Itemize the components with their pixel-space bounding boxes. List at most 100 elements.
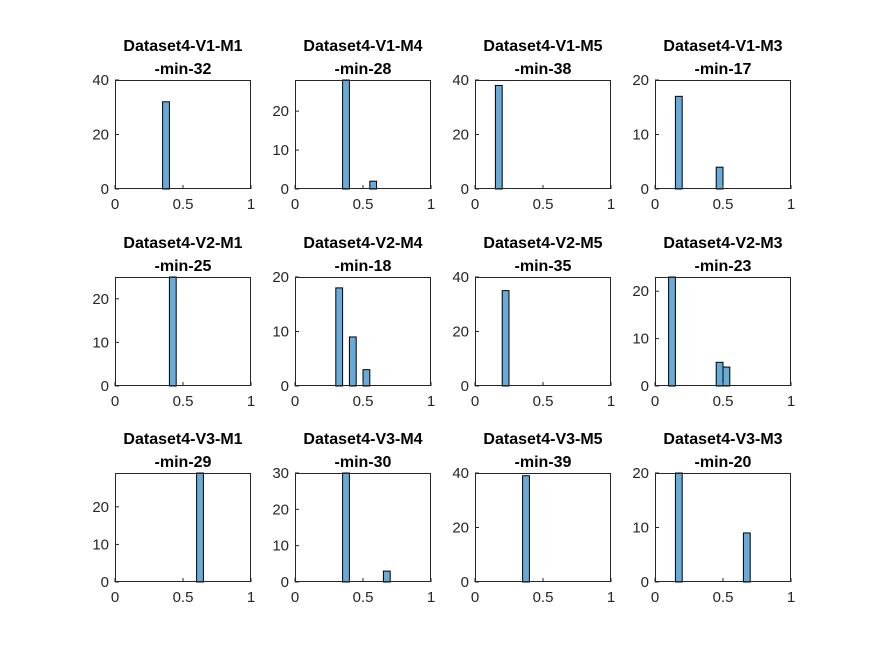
chart-9-axes-box <box>295 473 431 582</box>
chart-8-title-line2: -min-29 <box>155 454 212 471</box>
chart-3-xtick-label-1: 0.5 <box>713 196 734 213</box>
chart-5-bar-0 <box>335 287 344 387</box>
chart-5-title-line1: Dataset4-V2-M4 <box>303 235 422 252</box>
chart-10-xtick-label-1: 0.5 <box>533 589 554 606</box>
chart-9-bar-1 <box>382 570 391 583</box>
chart-0-ytick-label-0: 0 <box>101 181 109 198</box>
chart-0-ytick-label-1: 20 <box>92 127 109 144</box>
chart-10-bar-0 <box>522 475 530 583</box>
chart-8-xtick-label-1: 0.5 <box>173 589 194 606</box>
chart-9-title-line1: Dataset4-V3-M4 <box>303 431 422 448</box>
chart-6-ytick-label-2: 40 <box>452 269 469 286</box>
chart-6-title-line1: Dataset4-V2-M5 <box>483 235 602 252</box>
chart-7-ytick-label-1: 10 <box>632 331 649 348</box>
chart-11-xtick-label-0: 0 <box>651 589 659 606</box>
chart-0-ytick-label-2: 40 <box>92 72 109 89</box>
chart-1-xtick-label-2: 1 <box>427 196 435 213</box>
chart-5-title-line2: -min-18 <box>335 258 392 275</box>
chart-1-axes-box <box>295 80 431 189</box>
chart-6-ytick-label-0: 0 <box>461 378 469 395</box>
chart-7-bar-2 <box>722 366 731 387</box>
chart-0-title-line1: Dataset4-V1-M1 <box>123 38 242 55</box>
chart-1-ytick-label-0: 0 <box>281 181 289 198</box>
chart-6-axes-box <box>475 277 611 386</box>
chart-8-ytick-label-0: 0 <box>101 574 109 591</box>
chart-0-xtick-label-2: 1 <box>247 196 255 213</box>
chart-6-title-line2: -min-35 <box>515 258 572 275</box>
chart-4-axes-box <box>115 277 251 386</box>
chart-1-bar-1 <box>369 180 378 190</box>
chart-2-title-line1: Dataset4-V1-M5 <box>483 38 602 55</box>
chart-4-ytick-label-1: 10 <box>92 334 109 351</box>
chart-3-bar-0 <box>674 95 683 190</box>
chart-8-axes-box <box>115 473 251 582</box>
chart-5-ytick-label-2: 20 <box>272 269 289 286</box>
chart-1-ytick-label-1: 10 <box>272 142 289 159</box>
chart-8-ytick-label-1: 10 <box>92 536 109 553</box>
chart-0-xtick-label-1: 0.5 <box>173 196 194 213</box>
chart-11-xtick-label-2: 1 <box>787 589 795 606</box>
chart-1-xtick-label-1: 0.5 <box>353 196 374 213</box>
chart-6-ytick-label-1: 20 <box>452 324 469 341</box>
chart-9-bar-0 <box>342 472 350 583</box>
chart-11-title-line1: Dataset4-V3-M3 <box>663 431 782 448</box>
chart-3-ytick-label-1: 10 <box>632 127 649 144</box>
chart-2-ytick-label-2: 40 <box>452 72 469 89</box>
chart-9-xtick-label-0: 0 <box>291 589 299 606</box>
chart-5-xtick-label-2: 1 <box>427 393 435 410</box>
chart-4-ytick-label-2: 20 <box>92 291 109 308</box>
chart-2-bar-0 <box>494 84 503 190</box>
chart-11-bar-0 <box>674 472 683 583</box>
chart-11-ytick-label-2: 20 <box>632 465 649 482</box>
chart-10: Dataset4-V3-M5 -min-39 0 0.5 1 0 20 40 <box>452 431 615 606</box>
chart-11-xtick-label-1: 0.5 <box>713 589 734 606</box>
chart-7-bar-0 <box>668 276 676 387</box>
chart-2-xtick-label-2: 1 <box>607 196 615 213</box>
chart-1-ytick-label-2: 20 <box>272 103 289 120</box>
chart-2-xtick-label-1: 0.5 <box>533 196 554 213</box>
chart-2-ytick-label-1: 20 <box>452 127 469 144</box>
chart-10-title-line2: -min-39 <box>515 454 572 471</box>
chart-11-bar-1 <box>742 532 751 583</box>
chart-7-xtick-label-2: 1 <box>787 393 795 410</box>
chart-9-xtick-label-2: 1 <box>427 589 435 606</box>
chart-0-title-line2: -min-32 <box>155 61 212 78</box>
chart-10-axes-box <box>475 473 611 582</box>
chart-7-title-line2: -min-23 <box>695 258 752 275</box>
chart-6-xtick-label-0: 0 <box>471 393 479 410</box>
chart-4-xtick-label-2: 1 <box>247 393 255 410</box>
chart-4-ytick-label-0: 0 <box>101 378 109 395</box>
chart-1-title-line2: -min-28 <box>335 61 392 78</box>
chart-2-ytick-label-0: 0 <box>461 181 469 198</box>
chart-1-xtick-label-0: 0 <box>291 196 299 213</box>
chart-10-xtick-label-2: 1 <box>607 589 615 606</box>
chart-0: Dataset4-V1-M1 -min-32 0 0.5 1 0 20 40 <box>92 38 255 213</box>
chart-1-bar-0 <box>342 79 350 190</box>
chart-10-xtick-label-0: 0 <box>471 589 479 606</box>
chart-0-xtick-label-0: 0 <box>111 196 119 213</box>
chart-4-xtick-label-0: 0 <box>111 393 119 410</box>
chart-0-axes-box <box>115 80 251 189</box>
chart-4-xtick-label-1: 0.5 <box>173 393 194 410</box>
chart-10-title-line1: Dataset4-V3-M5 <box>483 431 602 448</box>
chart-7-xtick-label-0: 0 <box>651 393 659 410</box>
chart-9-ytick-label-0: 0 <box>281 574 289 591</box>
chart-5-ytick-label-0: 0 <box>281 378 289 395</box>
chart-2: Dataset4-V1-M5 -min-38 0 0.5 1 0 20 40 <box>452 38 615 213</box>
chart-9-xtick-label-1: 0.5 <box>353 589 374 606</box>
chart-5-ytick-label-1: 10 <box>272 324 289 341</box>
chart-5-xtick-label-1: 0.5 <box>353 393 374 410</box>
chart-3-xtick-label-0: 0 <box>651 196 659 213</box>
chart-2-title-line2: -min-38 <box>515 61 572 78</box>
chart-9-title-line2: -min-30 <box>335 454 392 471</box>
chart-11-ytick-label-1: 10 <box>632 520 649 537</box>
chart-3-bar-1 <box>715 166 724 190</box>
chart-6-bar-0 <box>501 290 510 387</box>
chart-8-xtick-label-2: 1 <box>247 589 255 606</box>
